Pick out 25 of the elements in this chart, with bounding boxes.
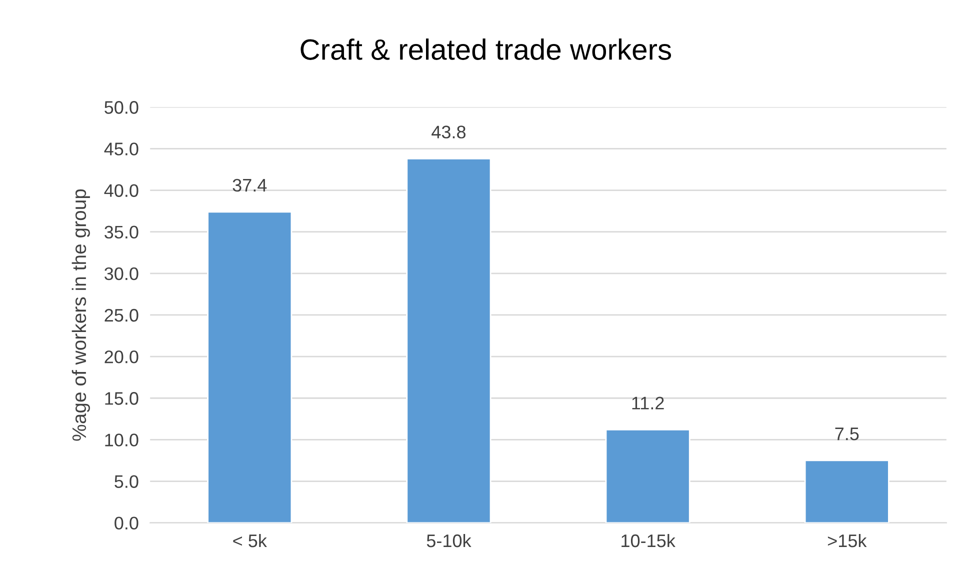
bar — [406, 158, 492, 523]
y-tick-label: 50.0 — [104, 101, 138, 114]
data-label: 43.8 — [432, 126, 466, 138]
x-tick-label: 5-10k — [426, 534, 472, 548]
y-tick-label: 45.0 — [104, 142, 138, 156]
data-label: 11.2 — [632, 396, 664, 410]
y-tick-label: 25.0 — [104, 308, 138, 322]
y-tick-label: 15.0 — [105, 392, 138, 405]
y-axis-title: %age of workers in the group — [72, 189, 90, 441]
x-tick-label: 10-15k — [622, 534, 676, 548]
bar — [804, 460, 890, 523]
y-tick-label: 10.0 — [105, 434, 138, 446]
y-tick-label: 0.0 — [114, 516, 138, 530]
y-tick-label: 35.0 — [104, 226, 138, 239]
x-tick-label: < 5k — [233, 534, 267, 548]
y-tick-label: 40.0 — [104, 184, 138, 197]
bar — [207, 211, 292, 523]
data-label: 37.4 — [232, 178, 267, 192]
chart-title: Craft & related trade workers — [300, 38, 672, 60]
data-label: 7.5 — [835, 428, 859, 440]
x-tick-label: >15k — [828, 534, 867, 548]
y-tick-label: 20.0 — [104, 350, 138, 364]
y-tick-label: 5.0 — [114, 475, 138, 488]
bar — [605, 429, 690, 523]
y-tick-label: 30.0 — [104, 267, 138, 280]
